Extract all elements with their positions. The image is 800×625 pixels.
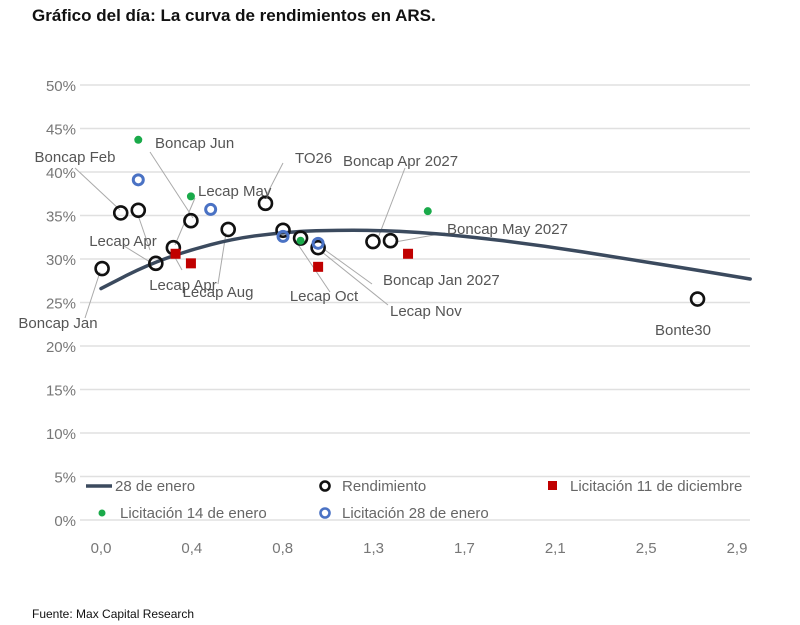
legend-label: Licitación 28 de enero xyxy=(342,505,489,522)
point-rendimiento xyxy=(148,255,164,272)
annotation-leader-line xyxy=(123,245,151,263)
y-tick-label: 20% xyxy=(46,339,76,356)
point-licitaci-n-14-de-enero xyxy=(296,236,305,245)
point-licitaci-n-28-de-enero xyxy=(311,236,325,250)
x-tick-label: 0,4 xyxy=(181,540,202,557)
point-licitaci-n-11-de-diciembre xyxy=(403,248,414,259)
x-tick-label: 0,8 xyxy=(272,540,293,557)
y-tick-label: 15% xyxy=(46,383,76,400)
annotation-leader-line xyxy=(137,214,151,251)
x-tick-label: 1,3 xyxy=(363,540,384,557)
chart-title: Gráfico del día: La curva de rendimiento… xyxy=(32,6,436,25)
series-line-28-de-enero xyxy=(99,228,752,291)
annotation-leader-line xyxy=(149,151,194,219)
legend-label: Licitación 14 de enero xyxy=(120,505,267,522)
y-tick-label: 50% xyxy=(46,78,76,95)
point-rendimiento xyxy=(365,233,381,250)
annotation-label: Lecap Aug xyxy=(183,284,254,301)
annotation-label: Lecap Oct xyxy=(290,288,359,305)
point-licitaci-n-14-de-enero xyxy=(134,135,143,144)
legend-label: 28 de enero xyxy=(115,478,195,495)
annotation-label: Boncap Jan xyxy=(18,315,97,332)
point-rendimiento xyxy=(310,239,326,256)
annotation-label: Boncap Jan 2027 xyxy=(383,272,500,289)
y-tick-label: 25% xyxy=(46,296,76,313)
point-licitaci-n-14-de-enero xyxy=(423,207,432,216)
point-rendimiento xyxy=(130,202,147,219)
point-rendimiento xyxy=(275,222,291,239)
annotation-leader-line xyxy=(74,167,121,211)
point-licitaci-n-14-de-enero xyxy=(186,192,195,201)
y-tick-label: 30% xyxy=(46,252,76,269)
annotation-leader-line xyxy=(84,271,101,319)
x-tick-label: 0,0 xyxy=(91,540,112,557)
point-licitaci-n-28-de-enero xyxy=(131,173,145,187)
annotation-label: Boncap Feb xyxy=(35,149,116,166)
point-licitaci-n-28-de-enero xyxy=(276,229,290,243)
point-rendimiento xyxy=(94,260,110,277)
legend-dot-swatch xyxy=(98,509,106,517)
annotation-label: Boncap Apr 2027 xyxy=(343,153,458,170)
annotation-label: Lecap Apr xyxy=(89,233,157,250)
annotation-label: Lecap Apr xyxy=(149,277,217,294)
annotation-leader-line xyxy=(321,251,389,306)
annotation-label: Boncap May 2027 xyxy=(447,221,568,238)
point-rendimiento xyxy=(382,232,399,249)
point-rendimiento xyxy=(689,291,706,307)
x-tick-label: 2,1 xyxy=(545,540,566,557)
annotation-label: Lecap May xyxy=(198,183,272,200)
y-tick-label: 0% xyxy=(54,513,76,530)
annotation-label: Boncap Jun xyxy=(155,135,234,152)
y-tick-label: 45% xyxy=(46,122,76,139)
legend-label: Rendimiento xyxy=(342,478,426,495)
legend-square-swatch xyxy=(548,481,557,490)
annotation-label: TO26 xyxy=(295,150,332,167)
point-licitaci-n-11-de-diciembre xyxy=(185,258,196,269)
y-tick-label: 10% xyxy=(46,426,76,443)
y-tick-label: 40% xyxy=(46,165,76,182)
x-tick-label: 1,7 xyxy=(454,540,475,557)
annotation-leader-line xyxy=(264,162,284,199)
y-tick-label: 35% xyxy=(46,209,76,226)
annotation-label: Lecap Nov xyxy=(390,303,462,320)
x-tick-label: 2,9 xyxy=(727,540,748,557)
point-licitaci-n-28-de-enero xyxy=(204,202,218,216)
x-tick-label: 2,5 xyxy=(636,540,657,557)
point-rendimiento xyxy=(220,221,236,238)
legend-ring-swatch xyxy=(319,507,331,519)
point-rendimiento xyxy=(112,205,129,221)
legend-label: Licitación 11 de diciembre xyxy=(570,478,742,495)
annotation-label: Bonte30 xyxy=(655,322,711,339)
source-note: Fuente: Max Capital Research xyxy=(32,607,195,621)
annotation-leader-line xyxy=(324,249,373,285)
annotation-leader-line xyxy=(294,239,331,293)
point-licitaci-n-11-de-diciembre xyxy=(170,248,181,259)
point-rendimiento xyxy=(257,195,274,212)
legend-ring-swatch xyxy=(319,480,331,492)
point-rendimiento xyxy=(183,212,199,229)
annotation-leader-line xyxy=(377,167,406,239)
y-tick-label: 5% xyxy=(54,470,76,487)
point-licitaci-n-11-de-diciembre xyxy=(313,261,324,272)
